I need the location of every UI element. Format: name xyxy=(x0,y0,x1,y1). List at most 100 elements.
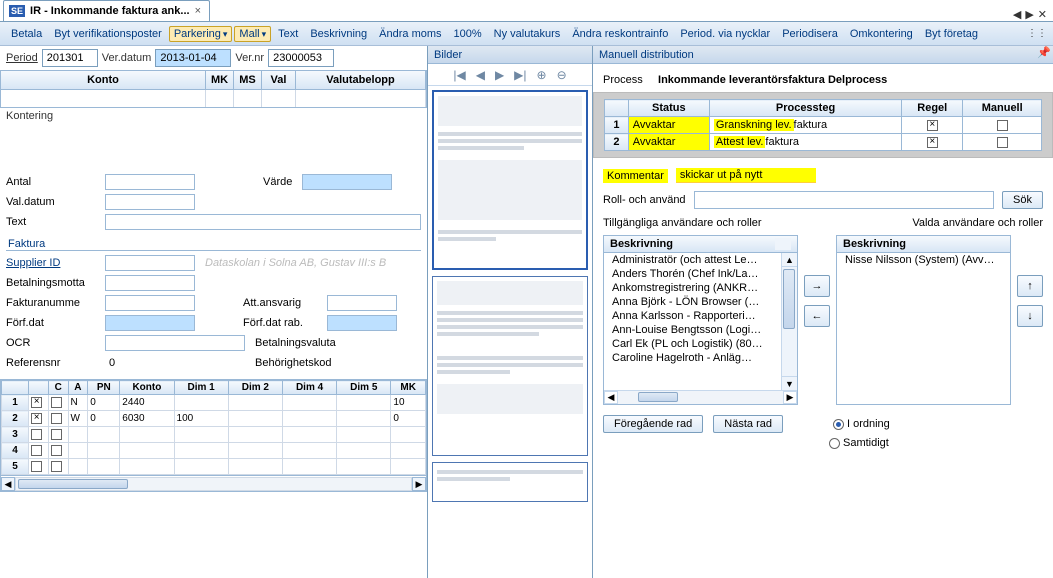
move-down-button[interactable]: ↓ xyxy=(1017,305,1043,327)
move-left-button[interactable]: ← xyxy=(804,305,830,327)
kontering-cell[interactable] xyxy=(296,90,426,107)
grid-col[interactable]: PN xyxy=(88,381,120,395)
kontering-cell[interactable] xyxy=(262,90,296,107)
toolbar-period-via-nycklar[interactable]: Period. via nycklar xyxy=(675,26,775,42)
hscroll-right-icon[interactable]: ▶ xyxy=(783,391,797,404)
nav-next-icon[interactable]: ▶ xyxy=(1025,8,1033,21)
list-item[interactable]: Caroline Hagelroth - Anläg… xyxy=(604,351,781,365)
move-right-button[interactable]: → xyxy=(804,275,830,297)
toolbar-omkontering[interactable]: Omkontering xyxy=(845,26,918,42)
simultaneous-option[interactable]: Samtidigt xyxy=(829,437,889,449)
list-item[interactable]: Anna Karlsson - Rapporteri… xyxy=(604,309,781,323)
toolbar--ndra-moms[interactable]: Ändra moms xyxy=(374,26,446,42)
toolbar-ny-valutakurs[interactable]: Ny valutakurs xyxy=(489,26,566,42)
thumb-page-1[interactable] xyxy=(432,90,588,270)
forfdat-field[interactable] xyxy=(105,315,195,331)
list-item[interactable]: Carl Ek (PL och Logistik) (80… xyxy=(604,337,781,351)
thumb-page-2[interactable] xyxy=(432,276,588,456)
kontering-col-mk[interactable]: MK xyxy=(206,71,234,89)
toolbar-parkering[interactable]: Parkering▾ xyxy=(169,26,233,42)
kontering-body-row[interactable] xyxy=(0,90,427,108)
period-label[interactable]: Period xyxy=(6,52,38,64)
verdatum-field[interactable] xyxy=(155,49,231,67)
toolbar-text[interactable]: Text xyxy=(273,26,303,42)
grid-col[interactable] xyxy=(29,381,49,395)
grid-scroll-thumb[interactable] xyxy=(18,479,128,489)
grid-hscroll[interactable]: ◀ ▶ xyxy=(1,475,426,491)
selected-listbox[interactable]: Beskrivning Nisse Nilsson (System) (Avv… xyxy=(836,235,1011,405)
search-button[interactable]: Sök xyxy=(1002,191,1043,209)
nav-prev-icon[interactable]: ◀ xyxy=(1013,8,1021,21)
toolbar--ndra-reskontrainfo[interactable]: Ändra reskontrainfo xyxy=(567,26,673,42)
toolbar-mall[interactable]: Mall▾ xyxy=(234,26,271,42)
kontering-cell[interactable] xyxy=(234,90,262,107)
image-nav-icon[interactable]: ◀ xyxy=(476,68,485,82)
available-listbox[interactable]: Beskrivning Administratör (och attest Le… xyxy=(603,235,798,405)
kontering-col-ms[interactable]: MS xyxy=(234,71,262,89)
grid-col[interactable] xyxy=(2,381,29,395)
list-item[interactable]: Ann-Louise Bengtsson (Logi… xyxy=(604,323,781,337)
hscroll-left-icon[interactable]: ◀ xyxy=(604,391,618,404)
table-row[interactable]: 3 xyxy=(2,427,426,443)
role-input[interactable] xyxy=(694,191,994,209)
grid-col[interactable]: Dim 5 xyxy=(337,381,391,395)
image-nav-icon[interactable]: |◀ xyxy=(453,68,465,82)
valdatum-field[interactable] xyxy=(105,194,195,210)
thumb-page-3[interactable] xyxy=(432,462,588,502)
grid-col[interactable]: C xyxy=(48,381,68,395)
table-row[interactable]: 2W060301000 xyxy=(2,411,426,427)
toolbar-byt-verifikationsposter[interactable]: Byt verifikationsposter xyxy=(49,26,167,42)
ocr-field[interactable] xyxy=(105,335,245,351)
distribution-table[interactable]: StatusProcesstegRegelManuell1AvvaktarGra… xyxy=(604,99,1042,151)
nav-close-icon[interactable]: ✕ xyxy=(1038,8,1047,21)
grid-col[interactable]: MK xyxy=(391,381,426,395)
betmott-field[interactable] xyxy=(105,275,195,291)
vernr-field[interactable] xyxy=(268,49,334,67)
grid-scroll-left-icon[interactable]: ◀ xyxy=(1,477,15,491)
scroll-thumb[interactable] xyxy=(783,269,795,329)
kontering-col-val[interactable]: Val xyxy=(262,71,296,89)
grid-col[interactable]: Dim 2 xyxy=(228,381,282,395)
attansv-field[interactable] xyxy=(327,295,397,311)
varde-field[interactable] xyxy=(302,174,392,190)
image-nav-icon[interactable]: ⊕ xyxy=(537,68,547,82)
available-hscroll[interactable]: ◀ ▶ xyxy=(604,390,797,404)
grid-col[interactable]: Dim 1 xyxy=(174,381,228,395)
grid-col[interactable]: A xyxy=(68,381,88,395)
available-vscroll[interactable]: ▲ ▼ xyxy=(781,253,797,390)
supplierid-label[interactable]: Supplier ID xyxy=(6,257,101,269)
list-item[interactable]: Anna Björk - LÖN Browser (… xyxy=(604,295,781,309)
list-item[interactable]: Ankomstregistrering (ANKR… xyxy=(604,281,781,295)
dist-row[interactable]: 1AvvaktarGranskning lev.faktura xyxy=(605,117,1042,134)
pin-icon[interactable]: 📌 xyxy=(1035,46,1053,64)
image-nav-icon[interactable]: ▶ xyxy=(495,68,504,82)
supplierid-field[interactable] xyxy=(105,255,195,271)
scroll-up-icon[interactable]: ▲ xyxy=(782,253,797,267)
toolbar-betala[interactable]: Betala xyxy=(6,26,47,42)
kontering-col-valutabelopp[interactable]: Valutabelopp xyxy=(296,71,426,89)
next-row-button[interactable]: Nästa rad xyxy=(713,415,783,433)
dist-row[interactable]: 2AvvaktarAttest lev.faktura xyxy=(605,134,1042,151)
text-field[interactable] xyxy=(105,214,421,230)
kontering-cell[interactable] xyxy=(206,90,234,107)
order-option[interactable]: I ordning xyxy=(833,418,890,430)
tab-close-icon[interactable]: × xyxy=(195,5,201,17)
image-nav-icon[interactable]: ▶| xyxy=(514,68,526,82)
scroll-down-icon[interactable]: ▼ xyxy=(782,376,797,390)
grid-scroll-track[interactable] xyxy=(15,477,412,491)
grid-scroll-right-icon[interactable]: ▶ xyxy=(412,477,426,491)
toolbar-byt-f-retag[interactable]: Byt företag xyxy=(920,26,983,42)
toolbar-beskrivning[interactable]: Beskrivning xyxy=(305,26,372,42)
grid-col[interactable]: Konto xyxy=(120,381,174,395)
prev-row-button[interactable]: Föregående rad xyxy=(603,415,703,433)
antal-field[interactable] xyxy=(105,174,195,190)
table-row[interactable]: 4 xyxy=(2,443,426,459)
kontering-col-konto[interactable]: Konto xyxy=(1,71,206,89)
posting-table[interactable]: CAPNKontoDim 1Dim 2Dim 4Dim 5MK1N0244010… xyxy=(1,380,426,475)
move-up-button[interactable]: ↑ xyxy=(1017,275,1043,297)
list-item[interactable]: Anders Thorén (Chef Ink/La… xyxy=(604,267,781,281)
table-row[interactable]: 1N0244010 xyxy=(2,395,426,411)
grid-col[interactable]: Dim 4 xyxy=(282,381,336,395)
list-item[interactable]: Administratör (och attest Le… xyxy=(604,253,781,267)
table-row[interactable]: 5 xyxy=(2,459,426,475)
